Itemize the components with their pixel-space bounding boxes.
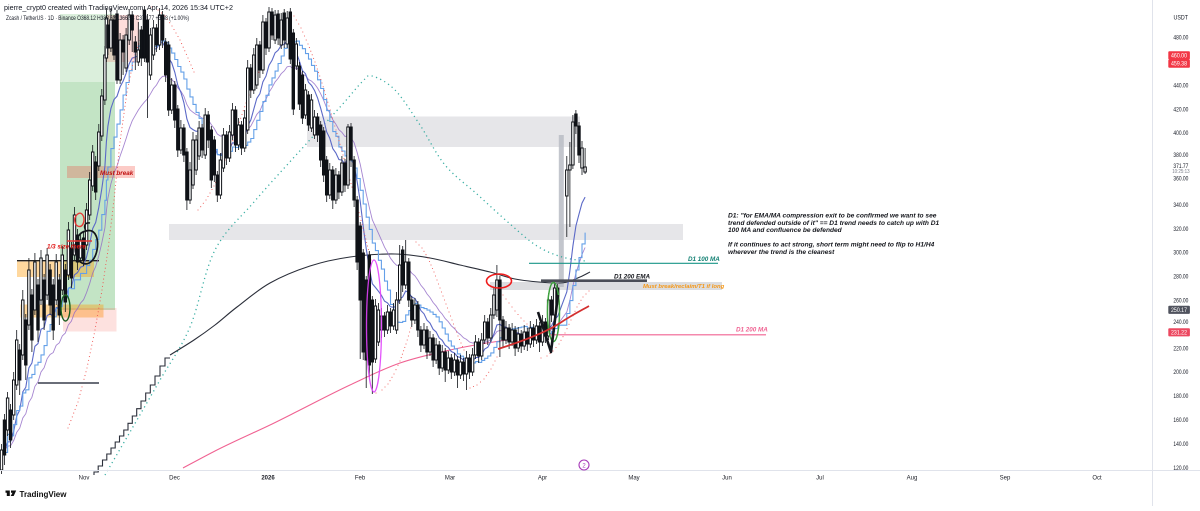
- svg-text:D1 100 MA: D1 100 MA: [688, 256, 720, 263]
- svg-text:Must break/reclaim/T1 if long: Must break/reclaim/T1 if long: [643, 284, 725, 290]
- svg-text:Dec: Dec: [169, 475, 180, 481]
- svg-text:USDT: USDT: [1174, 16, 1189, 22]
- svg-text:240.00: 240.00: [1173, 320, 1189, 326]
- svg-text:Nov: Nov: [79, 475, 90, 481]
- svg-text:250.17: 250.17: [1171, 308, 1188, 314]
- svg-text:TradingView: TradingView: [20, 490, 68, 499]
- svg-text:371.77: 371.77: [1173, 164, 1189, 170]
- svg-text:10:25:13: 10:25:13: [1172, 169, 1189, 175]
- svg-text:Jul: Jul: [816, 475, 824, 481]
- svg-text:D1 200 EMA: D1 200 EMA: [614, 274, 650, 281]
- svg-text:Feb: Feb: [355, 475, 366, 481]
- svg-text:Aug: Aug: [907, 475, 918, 481]
- svg-text:160.00: 160.00: [1173, 418, 1189, 424]
- svg-text:480.00: 480.00: [1173, 36, 1189, 42]
- svg-text:If it continues to act strong,: If it continues to act strong, short ter…: [728, 242, 935, 249]
- svg-text:1/3 size there: 1/3 size there: [47, 244, 86, 251]
- svg-text:220.00: 220.00: [1173, 346, 1189, 352]
- svg-text:Oct: Oct: [1092, 475, 1102, 481]
- svg-text:340.00: 340.00: [1173, 203, 1189, 209]
- svg-text:Mar: Mar: [445, 475, 455, 481]
- svg-text:380.00: 380.00: [1173, 153, 1189, 159]
- svg-text:May: May: [628, 475, 639, 481]
- svg-text:180.00: 180.00: [1173, 394, 1189, 400]
- svg-text:280.00: 280.00: [1173, 275, 1189, 281]
- svg-text:D1 200 MA: D1 200 MA: [736, 327, 768, 334]
- svg-text:231.22: 231.22: [1171, 330, 1188, 336]
- svg-text:320.00: 320.00: [1173, 227, 1189, 233]
- svg-text:440.00: 440.00: [1173, 83, 1189, 89]
- svg-text:200.00: 200.00: [1173, 370, 1189, 376]
- svg-text:Sep: Sep: [1000, 475, 1011, 481]
- svg-text:Jun: Jun: [722, 475, 732, 481]
- svg-text:100 MA and confluence be defen: 100 MA and confluence be defended: [728, 227, 843, 234]
- svg-text:Apr: Apr: [538, 475, 547, 481]
- svg-text:460.00: 460.00: [1171, 54, 1188, 60]
- svg-text:360.00: 360.00: [1173, 177, 1189, 183]
- svg-text:D1: "for EMA/MA compression ex: D1: "for EMA/MA compression exit to be c…: [728, 213, 937, 220]
- svg-text:Must break: Must break: [100, 170, 134, 177]
- svg-text:140.00: 140.00: [1173, 442, 1189, 448]
- svg-text:459.38: 459.38: [1171, 62, 1188, 68]
- svg-text:trend defended outside of it": trend defended outside of it" == D1 tren…: [728, 220, 940, 227]
- svg-text:2: 2: [582, 463, 586, 469]
- svg-text:420.00: 420.00: [1173, 107, 1189, 113]
- svg-text:120.00: 120.00: [1173, 466, 1189, 472]
- svg-text:wherever the trend is the clea: wherever the trend is the cleanest: [728, 249, 835, 256]
- svg-text:260.00: 260.00: [1173, 299, 1189, 305]
- svg-text:400.00: 400.00: [1173, 131, 1189, 137]
- svg-text:2026: 2026: [261, 475, 275, 481]
- svg-text:pierre_crypt0 created with Tra: pierre_crypt0 created with TradingView.c…: [4, 5, 233, 12]
- svg-text:Zcash / TetherUS · 1D · Binanc: Zcash / TetherUS · 1D · Binance O368.12 …: [6, 15, 189, 22]
- svg-text:300.00: 300.00: [1173, 251, 1189, 257]
